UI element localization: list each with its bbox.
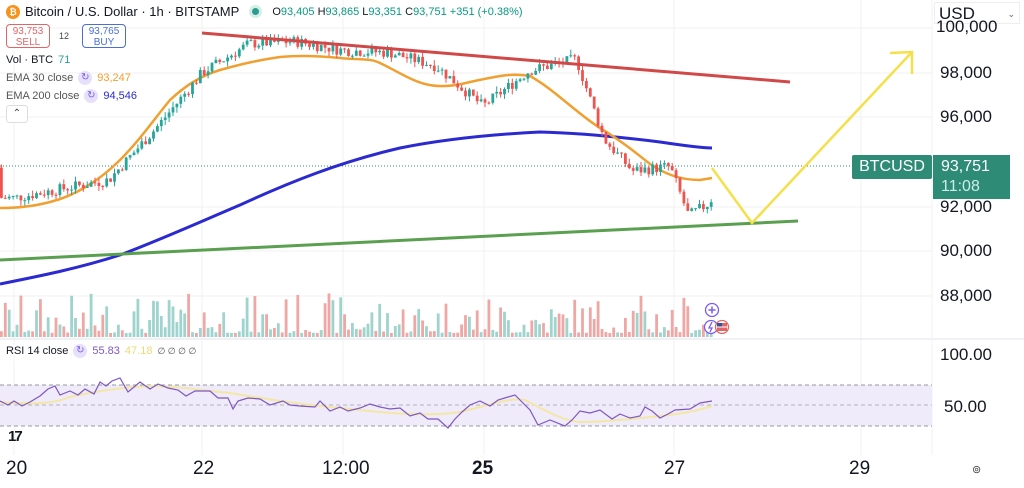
rsi-axis-50: 50.00 xyxy=(944,397,987,416)
rsi-legend[interactable]: RSI 14 close ↻ 55.83 47.18 ∅ ∅ ∅ ∅ xyxy=(6,344,197,358)
lightning-icon[interactable] xyxy=(703,319,719,335)
us-flag-icon[interactable] xyxy=(714,319,730,335)
projection-arrowhead xyxy=(889,50,914,74)
projection-path[interactable] xyxy=(710,51,913,225)
last-price-tag: 93,751 11:08 xyxy=(933,155,1010,199)
refresh-icon[interactable]: ↻ xyxy=(73,344,88,358)
chevron-up-icon[interactable]: ⌃ xyxy=(6,105,28,123)
plus-circle-icon[interactable] xyxy=(704,302,720,318)
rsi-axis-100: 100.00 xyxy=(940,345,992,364)
ema200-legend[interactable]: EMA 200 close ↻ 94,546 xyxy=(6,89,138,103)
candlestick-series xyxy=(0,34,713,214)
rsi-ma-line xyxy=(0,384,713,424)
tradingview-logo-icon[interactable]: 17 xyxy=(8,428,23,445)
market-status-icon xyxy=(252,8,260,15)
buy-button[interactable]: 93,765 BUY xyxy=(82,24,126,48)
refresh-icon[interactable]: ↻ xyxy=(84,89,99,103)
chevron-down-icon: ⌄ xyxy=(1007,9,1015,19)
bar-countdown: 11:08 xyxy=(941,178,980,195)
bitcoin-icon: ₿ xyxy=(6,4,20,19)
ohlc-values: O93,405 H93,865 L93,351 C93,751 +351 (+0… xyxy=(272,5,523,18)
symbol-legend: ₿ Bitcoin / U.S. Dollar · 1h · BITSTAMP … xyxy=(6,4,523,19)
settings-icon[interactable]: ⊚ xyxy=(972,464,982,476)
last-price: 93,751 xyxy=(941,158,990,175)
currency-select[interactable]: USD ⌄ xyxy=(934,2,1020,24)
rsi-line xyxy=(0,377,713,429)
refresh-icon[interactable]: ↻ xyxy=(78,71,93,85)
sell-label: SELL xyxy=(15,37,41,48)
ema30-line xyxy=(0,54,713,210)
buy-price: 93,765 xyxy=(88,26,120,37)
sell-price: 93,753 xyxy=(12,26,44,37)
buy-label: BUY xyxy=(93,37,115,48)
resistance-trendline[interactable] xyxy=(201,31,791,84)
sell-button[interactable]: 93,753 SELL xyxy=(6,24,50,48)
ema200-line xyxy=(0,130,713,286)
support-trendline[interactable] xyxy=(0,219,799,262)
volume-legend[interactable]: Vol · BTC 71 xyxy=(6,54,71,66)
ema30-legend[interactable]: EMA 30 close ↻ 93,247 xyxy=(6,71,131,85)
volume-histogram xyxy=(0,293,713,337)
symbol-title[interactable]: Bitcoin / U.S. Dollar · 1h · BITSTAMP xyxy=(25,4,240,19)
spread-value: 12 xyxy=(59,31,70,41)
symbol-price-tag: BTCUSD xyxy=(852,155,932,179)
